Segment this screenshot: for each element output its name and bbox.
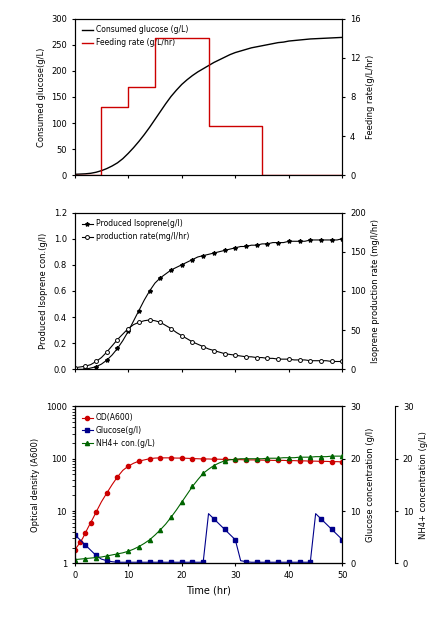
Y-axis label: Optical density (A600): Optical density (A600) [32, 438, 40, 532]
Consumed glucose (g/L) [264, 41, 269, 48]
production rate(mg/l/hr) [157, 319, 162, 326]
Glucose(g/l) [275, 558, 280, 566]
production rate(mg/l/hr) [334, 358, 339, 365]
NH4+ con.(g/L) [157, 526, 162, 534]
production rate(mg/l/hr) [269, 355, 275, 362]
Glucose(g/l) [162, 558, 168, 566]
NH4+ con.(g/L) [334, 452, 339, 460]
Feeding rate (g/L/hr) [152, 84, 157, 91]
Consumed glucose (g/L) [339, 33, 344, 41]
Feeding rate (g/L/hr) [259, 123, 264, 130]
Y-axis label: Consumed glucose(g/L): Consumed glucose(g/L) [36, 47, 46, 147]
Glucose(g/l) [259, 558, 264, 566]
Line: Feeding rate (g/L/hr): Feeding rate (g/L/hr) [74, 38, 342, 175]
Produced Isoprene(g/l) [131, 318, 136, 325]
OD(A600) [104, 490, 109, 497]
NH4+ con.(g/L) [339, 452, 344, 460]
Produced Isoprene(g/l) [264, 240, 269, 248]
Glucose(g/l) [115, 558, 120, 566]
Feeding rate (g/L/hr) [339, 171, 344, 179]
Legend: OD(A600), Glucose(g/l), NH4+ con.(g/L): OD(A600), Glucose(g/l), NH4+ con.(g/L) [78, 410, 158, 451]
NH4+ con.(g/L) [152, 531, 157, 539]
OD(A600) [339, 458, 344, 465]
Feeding rate (g/L/hr) [205, 35, 211, 42]
Feeding rate (g/L/hr) [125, 84, 131, 91]
NH4+ con.(g/L) [328, 452, 334, 460]
Y-axis label: Isoprene production rate (mg/l/hr): Isoprene production rate (mg/l/hr) [371, 219, 379, 363]
Feeding rate (g/L/hr) [72, 171, 77, 179]
Glucose(g/l) [339, 536, 344, 543]
OD(A600) [157, 454, 162, 462]
Feeding rate (g/L/hr) [205, 123, 211, 130]
NH4+ con.(g/L) [72, 556, 77, 563]
production rate(mg/l/hr) [131, 321, 136, 328]
Consumed glucose (g/L) [248, 44, 254, 51]
Legend: Consumed glucose (g/L), Feeding rate (g/L/hr): Consumed glucose (g/L), Feeding rate (g/… [78, 22, 191, 50]
Consumed glucose (g/L) [157, 108, 162, 115]
Glucose(g/l) [136, 558, 141, 566]
OD(A600) [334, 458, 339, 465]
Feeding rate (g/L/hr) [99, 171, 104, 179]
Consumed glucose (g/L) [152, 116, 157, 123]
Glucose(g/l) [157, 558, 162, 566]
production rate(mg/l/hr) [72, 364, 77, 371]
Line: Consumed glucose (g/L): Consumed glucose (g/L) [74, 37, 342, 175]
OD(A600) [120, 467, 125, 474]
NH4+ con.(g/L) [264, 454, 269, 462]
Line: OD(A600): OD(A600) [72, 456, 344, 552]
Glucose(g/l) [334, 531, 339, 539]
Feeding rate (g/L/hr) [125, 103, 131, 110]
Y-axis label: NH4+ concentration (g/L): NH4+ concentration (g/L) [418, 431, 427, 539]
Line: production rate(mg/l/hr): production rate(mg/l/hr) [73, 318, 343, 370]
NH4+ con.(g/L) [248, 455, 254, 462]
Feeding rate (g/L/hr) [259, 171, 264, 179]
OD(A600) [312, 457, 318, 465]
OD(A600) [72, 546, 77, 553]
Produced Isoprene(g/l) [339, 235, 344, 243]
OD(A600) [162, 454, 168, 462]
production rate(mg/l/hr) [162, 322, 168, 329]
production rate(mg/l/hr) [339, 358, 344, 365]
X-axis label: Time (hr): Time (hr) [186, 586, 230, 595]
production rate(mg/l/hr) [254, 354, 259, 361]
Glucose(g/l) [205, 510, 211, 517]
production rate(mg/l/hr) [147, 316, 152, 324]
Produced Isoprene(g/l) [334, 236, 339, 244]
NH4+ con.(g/L) [131, 545, 136, 553]
Produced Isoprene(g/l) [72, 366, 77, 373]
Produced Isoprene(g/l) [248, 241, 254, 249]
Legend: Produced Isoprene(g/l), production rate(mg/l/hr): Produced Isoprene(g/l), production rate(… [78, 217, 192, 245]
Feeding rate (g/L/hr) [152, 35, 157, 42]
Glucose(g/l) [72, 531, 77, 539]
Feeding rate (g/L/hr) [99, 103, 104, 110]
Consumed glucose (g/L) [131, 144, 136, 152]
Y-axis label: Feeding rate(g/L/hr): Feeding rate(g/L/hr) [365, 55, 374, 139]
Produced Isoprene(g/l) [157, 274, 162, 282]
Produced Isoprene(g/l) [152, 279, 157, 287]
Y-axis label: Glucose concentration (g/l): Glucose concentration (g/l) [365, 428, 374, 542]
Line: NH4+ con.(g/L): NH4+ con.(g/L) [72, 454, 344, 561]
Consumed glucose (g/L) [334, 34, 339, 41]
Y-axis label: Produced Isoprene con.(g/l): Produced Isoprene con.(g/l) [39, 233, 48, 349]
Line: Glucose(g/l): Glucose(g/l) [72, 511, 344, 565]
OD(A600) [88, 519, 93, 526]
Line: Produced Isoprene(g/l): Produced Isoprene(g/l) [72, 236, 344, 371]
Consumed glucose (g/L) [72, 171, 77, 178]
